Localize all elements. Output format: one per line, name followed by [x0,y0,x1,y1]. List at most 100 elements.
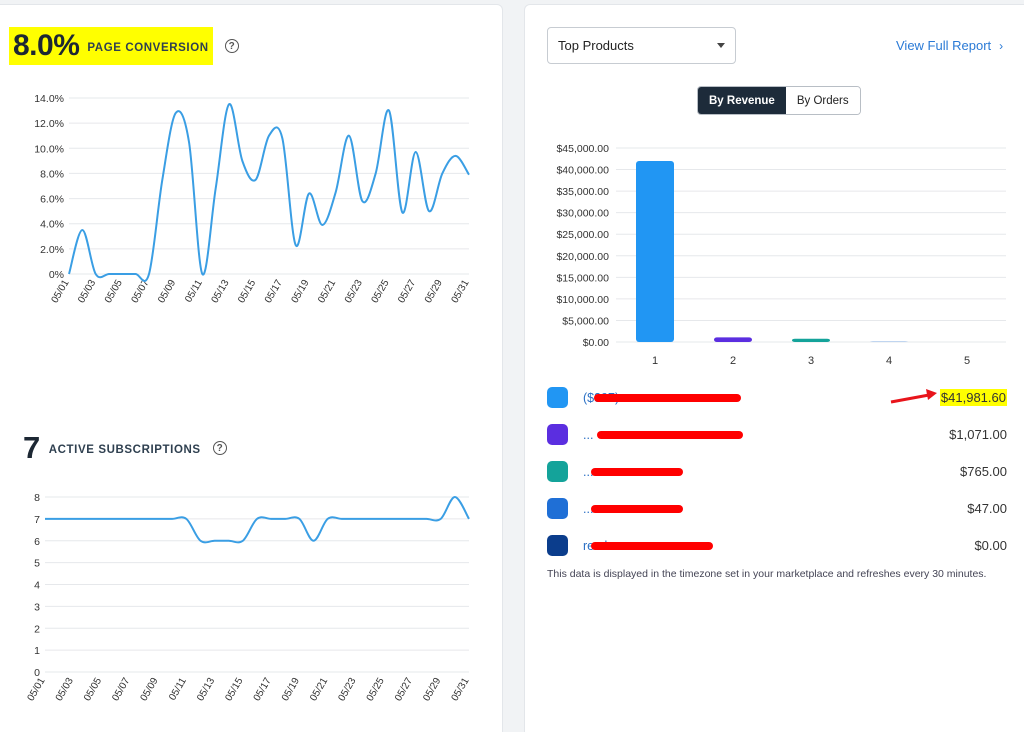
y-tick-label: 2 [34,623,40,635]
x-tick-label: 05/13 [195,676,217,704]
subscriptions-line-chart: 0 1 2 3 4 5 6 7 8 05/01 05/03 05/05 05/07 05/09 05/11 0… [26,492,472,704]
product-name[interactable]: ... [583,501,594,516]
y-tick-label: 6 [34,536,40,548]
x-tick-label: 05/31 [450,278,472,306]
question-circle-icon[interactable]: ? [212,441,227,455]
product-amount: $41,981.60 [939,389,1007,406]
redaction-mark [597,430,743,439]
x-tick-label: 05/09 [156,278,178,306]
series-line[interactable] [68,103,470,282]
y-tick-label: $15,000.00 [556,272,609,284]
view-full-report-label: View Full Report [896,38,992,53]
bar[interactable] [714,337,752,342]
x-tick-label: 05/29 [421,676,443,704]
color-swatch [547,424,568,445]
y-tick-label: 0% [49,269,64,281]
legend-row[interactable]: ... $1,071.00 [547,416,1007,453]
color-swatch [547,498,568,519]
bar[interactable] [792,338,830,342]
y-tick-label: 7 [34,514,40,526]
red-arrow-icon [889,387,939,412]
series-line[interactable] [45,495,470,544]
product-amount: $47.00 [967,501,1007,516]
conversion-value: 8.0% [13,29,80,62]
metric-toggle: By Revenue By Orders [697,86,861,115]
y-tick-label: 8 [34,492,40,504]
by-orders-button[interactable]: By Orders [785,87,860,114]
x-tick-label: 05/11 [167,676,189,703]
x-tick-label: 05/25 [370,278,392,306]
conversion-label: PAGE CONVERSION [87,42,209,54]
y-tick-label: 5 [34,558,40,570]
x-tick-label: 05/03 [76,278,98,306]
redaction-mark [591,504,683,513]
x-tick-label: 05/23 [343,278,365,306]
legend-row[interactable]: ... $47.00 [547,490,1007,527]
y-tick-label: 1 [34,645,40,657]
redaction-mark [591,467,683,476]
y-tick-label: 2.0% [40,244,64,256]
y-tick-label: $45,000.00 [556,143,609,155]
x-tick-label: 05/09 [139,676,161,704]
x-tick-label: 05/15 [223,676,245,704]
bar[interactable] [636,161,674,342]
x-tick-label: 05/01 [26,676,48,704]
x-tick-label: 05/23 [336,676,358,704]
x-tick-label: 05/27 [393,676,415,704]
y-tick-label: $25,000.00 [556,229,609,241]
timezone-note: This data is displayed in the timezone s… [547,568,987,580]
product-name[interactable]: ... [583,427,594,442]
metrics-card: 8.0% PAGE CONVERSION ? 0% 2.0% 4.0% 6.0% 8.0… [0,4,503,732]
x-tick-label: 1 [652,355,658,367]
conversion-header: 8.0% PAGE CONVERSION ? [9,27,239,65]
view-full-report-link[interactable]: View Full Report › [896,38,1003,53]
caret-down-icon [717,43,725,48]
x-tick-label: 05/29 [423,278,445,306]
x-tick-label: 05/31 [450,676,472,704]
y-tick-label: $0.00 [583,337,609,349]
y-tick-label: 3 [34,601,40,613]
legend-row[interactable]: ($397) $41,981.60 [547,379,1007,416]
x-tick-label: 05/15 [236,278,258,306]
legend-row[interactable]: ... $765.00 [547,453,1007,490]
y-tick-label: 4 [34,580,40,592]
report-type-select[interactable]: Top Products [547,27,736,64]
legend-row[interactable]: re...k $0.00 [547,527,1007,564]
redaction-mark [594,393,741,402]
product-amount: $765.00 [960,464,1007,479]
y-tick-label: $5,000.00 [562,315,609,327]
x-tick-label: 05/07 [130,278,152,306]
x-tick-label: 05/05 [82,676,104,704]
x-tick-label: 05/21 [308,676,330,704]
x-tick-label: 05/07 [110,676,132,704]
report-type-select-value: Top Products [558,38,634,53]
redaction-mark [591,541,713,550]
x-tick-label: 05/13 [210,278,232,306]
color-swatch [547,535,568,556]
color-swatch [547,387,568,408]
y-tick-label: $20,000.00 [556,251,609,263]
y-tick-label: $35,000.00 [556,186,609,198]
y-tick-label: $10,000.00 [556,294,609,306]
x-tick-label: 3 [808,355,814,367]
product-name[interactable]: ... [583,464,594,479]
top-products-bar-chart: $0.00 $5,000.00 $10,000.00 $15,000.00 $20,00… [556,143,1006,367]
y-tick-label: 6.0% [40,194,64,206]
x-tick-label: 2 [730,355,736,367]
subscriptions-header: 7 ACTIVE SUBSCRIPTIONS ? [23,429,227,467]
y-tick-label: $30,000.00 [556,208,609,220]
x-tick-label: 05/27 [396,278,418,306]
x-tick-label: 05/17 [252,676,274,704]
product-amount: $0.00 [974,538,1007,553]
question-circle-icon[interactable]: ? [224,39,239,53]
x-tick-label: 05/01 [50,278,72,306]
x-tick-label: 05/05 [103,278,125,306]
conversion-line-chart: 0%2.0%4.0%6.0%8.0%10.0%12.0%14.0%05/01 05… [34,93,472,306]
y-tick-label: 14.0% [34,93,64,105]
x-tick-label: 05/03 [54,676,76,704]
by-revenue-button[interactable]: By Revenue [698,87,786,114]
x-tick-label: 05/21 [316,278,338,306]
x-tick-label: 05/17 [263,278,285,306]
subscriptions-value: 7 [23,430,40,465]
chevron-right-icon: › [999,38,1004,53]
